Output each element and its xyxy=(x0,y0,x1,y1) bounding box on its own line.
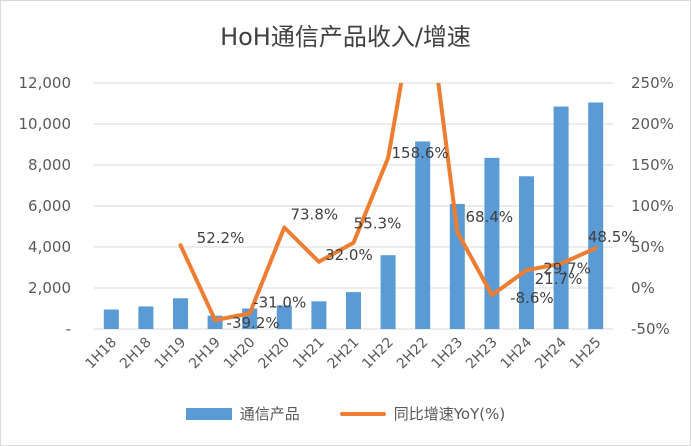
yoy-data-label: 73.8% xyxy=(290,205,338,223)
bar-1H21 xyxy=(311,301,327,329)
yoy-data-label: 68.4% xyxy=(465,208,513,226)
legend-swatch-bar xyxy=(185,407,232,420)
x-tick-label: 1H19 xyxy=(152,335,190,373)
chart-svg: - 2,000 4,000 6,000 8,000 10,000 12,000 -50% 0% 5… xyxy=(19,74,674,373)
x-tick-label: 2H23 xyxy=(463,335,501,373)
y-right-tick-label: 150% xyxy=(631,156,674,174)
x-tick-label: 2H22 xyxy=(394,335,432,373)
y-left-tick-label: 12,000 xyxy=(19,74,72,92)
legend-label-line: 同比增速YoY(%) xyxy=(393,405,506,423)
bar-2H21 xyxy=(346,292,361,329)
legend-swatch-line xyxy=(339,411,386,416)
x-tick-label: 1H25 xyxy=(567,335,605,373)
yoy-line xyxy=(178,83,598,323)
bar-2H24 xyxy=(553,106,569,329)
x-tick-label: 2H21 xyxy=(325,335,363,373)
yoy-data-label: 21.7% xyxy=(535,270,583,288)
y-right-tick-label: 0% xyxy=(631,279,655,297)
chart-legend: 通信产品 同比增速YoY(%) xyxy=(1,403,690,424)
x-tick-label: 1H18 xyxy=(82,335,120,373)
y-left-tick-label: 2,000 xyxy=(28,279,71,297)
y-left-tick-label: 10,000 xyxy=(19,115,72,133)
x-tick-label: 1H20 xyxy=(221,335,259,373)
y-right-tick-label: -50% xyxy=(631,320,670,338)
yoy-data-label: 158.6% xyxy=(391,144,448,162)
yoy-data-label: 55.3% xyxy=(354,215,402,233)
legend-item-line: 同比增速YoY(%) xyxy=(339,403,506,424)
yoy-data-label: 29.7% xyxy=(543,260,591,278)
y-left-tick-label: 8,000 xyxy=(28,156,71,174)
bar-1H25 xyxy=(588,102,604,329)
bar-2H22 xyxy=(415,141,431,329)
x-tick-label: 2H19 xyxy=(186,335,224,373)
bar-2H20 xyxy=(276,305,292,329)
legend-label-bar: 通信产品 xyxy=(239,405,300,423)
bar-2H18 xyxy=(138,306,154,329)
y-left-tick-label: 6,000 xyxy=(28,197,71,215)
bar-1H19 xyxy=(173,298,188,329)
yoy-data-label: -31.0% xyxy=(253,293,306,311)
yoy-data-label: 52.2% xyxy=(197,229,245,247)
x-tick-label: 2H18 xyxy=(117,335,155,373)
x-tick-label: 1H21 xyxy=(290,335,328,373)
y-right-tick-label: 200% xyxy=(631,115,674,133)
y-left-tick-label: 4,000 xyxy=(28,238,71,256)
x-tick-label: 2H20 xyxy=(255,335,293,373)
yoy-data-label: -8.6% xyxy=(510,289,554,307)
x-tick-label: 1H23 xyxy=(428,335,466,373)
chart-title: HoH通信产品收入/增速 xyxy=(220,23,471,51)
legend-item-bar: 通信产品 xyxy=(185,403,300,424)
x-tick-label: 1H24 xyxy=(498,334,536,372)
y-right-tick-label: 250% xyxy=(631,74,674,92)
x-tick-label: 2H24 xyxy=(532,334,570,372)
y-right-tick-label: 50% xyxy=(631,238,664,256)
bar-2H23 xyxy=(484,157,500,329)
yoy-data-label: 32.0% xyxy=(325,246,373,264)
bar-1H24 xyxy=(519,176,534,329)
x-tick-label: 1H22 xyxy=(359,335,397,373)
bar-1H22 xyxy=(380,255,396,329)
yoy-data-label: 48.5% xyxy=(588,228,636,246)
y-left-tick-label: - xyxy=(66,320,71,338)
y-right-tick-label: 100% xyxy=(631,197,674,215)
yoy-data-label: -39.2% xyxy=(227,314,280,332)
bar-1H18 xyxy=(103,309,119,329)
